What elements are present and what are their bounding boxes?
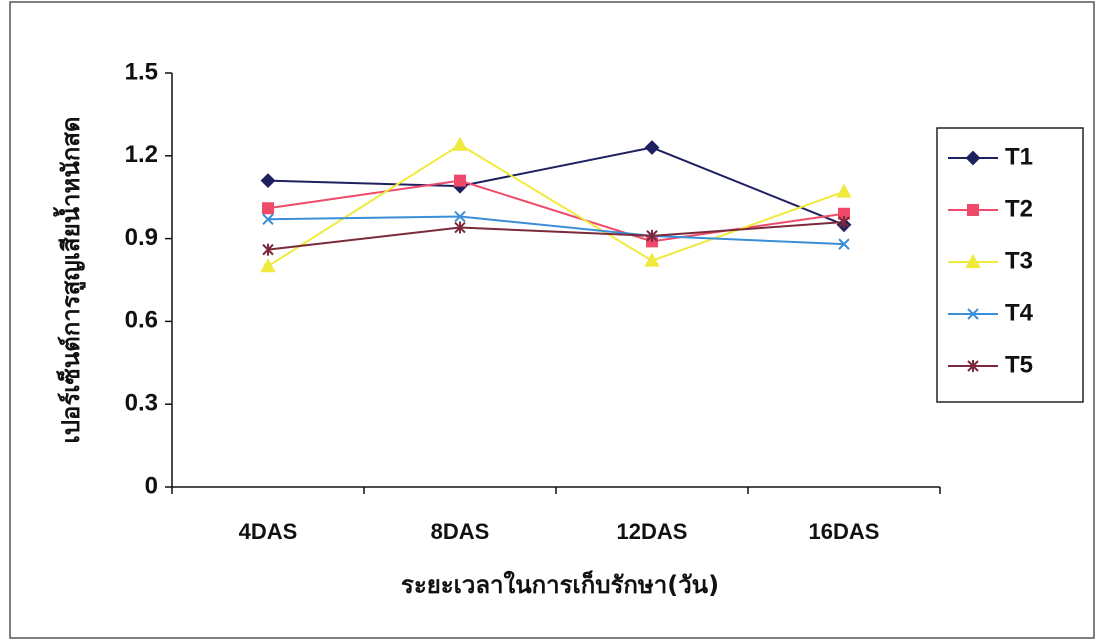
series-line xyxy=(267,146,845,226)
marker xyxy=(454,174,466,187)
marker xyxy=(454,221,466,234)
chart-frame xyxy=(9,1,1095,639)
marker xyxy=(646,229,658,242)
marker xyxy=(836,183,852,198)
x-tick-label: 8DAS xyxy=(431,519,490,544)
y-tick-label: 1.5 xyxy=(125,58,158,85)
marker xyxy=(644,140,660,155)
marker xyxy=(262,213,274,225)
marker xyxy=(262,243,274,256)
legend-label: T4 xyxy=(1005,299,1034,326)
marker xyxy=(454,210,466,223)
y-tick-label: 0 xyxy=(145,472,158,499)
y-axis-title: เปอร์เซ็นต์การสูญเสียน้ำหนักสด xyxy=(52,116,86,443)
y-tick-label: 0.9 xyxy=(125,224,158,251)
x-axis-title: ระยะเวลาในการเก็บรักษา(วัน) xyxy=(401,570,719,599)
y-tick-label: 0.6 xyxy=(125,307,158,334)
marker xyxy=(838,216,850,229)
legend-label: T3 xyxy=(1005,247,1033,274)
series-line xyxy=(267,179,845,243)
legend-label: T2 xyxy=(1005,195,1033,222)
marker xyxy=(452,136,468,151)
series-line xyxy=(267,143,845,268)
marker xyxy=(967,204,979,216)
x-tick-label: 12DAS xyxy=(617,519,688,544)
marker xyxy=(260,173,276,189)
legend-label: T5 xyxy=(1005,351,1033,378)
y-tick-label: 0.3 xyxy=(125,390,158,417)
marker xyxy=(965,253,981,268)
marker xyxy=(262,202,274,215)
legend-box xyxy=(936,127,1084,403)
marker xyxy=(967,360,979,372)
marker xyxy=(260,258,276,273)
marker xyxy=(644,252,660,267)
marker xyxy=(967,308,979,320)
x-tick-label: 16DAS xyxy=(809,519,880,544)
legend-label: T1 xyxy=(1005,143,1033,170)
marker xyxy=(965,150,981,166)
y-tick-label: 1.2 xyxy=(125,141,158,168)
series-line xyxy=(267,221,845,251)
marker xyxy=(838,238,850,250)
x-tick-label: 4DAS xyxy=(239,519,298,544)
series-line xyxy=(267,215,845,246)
